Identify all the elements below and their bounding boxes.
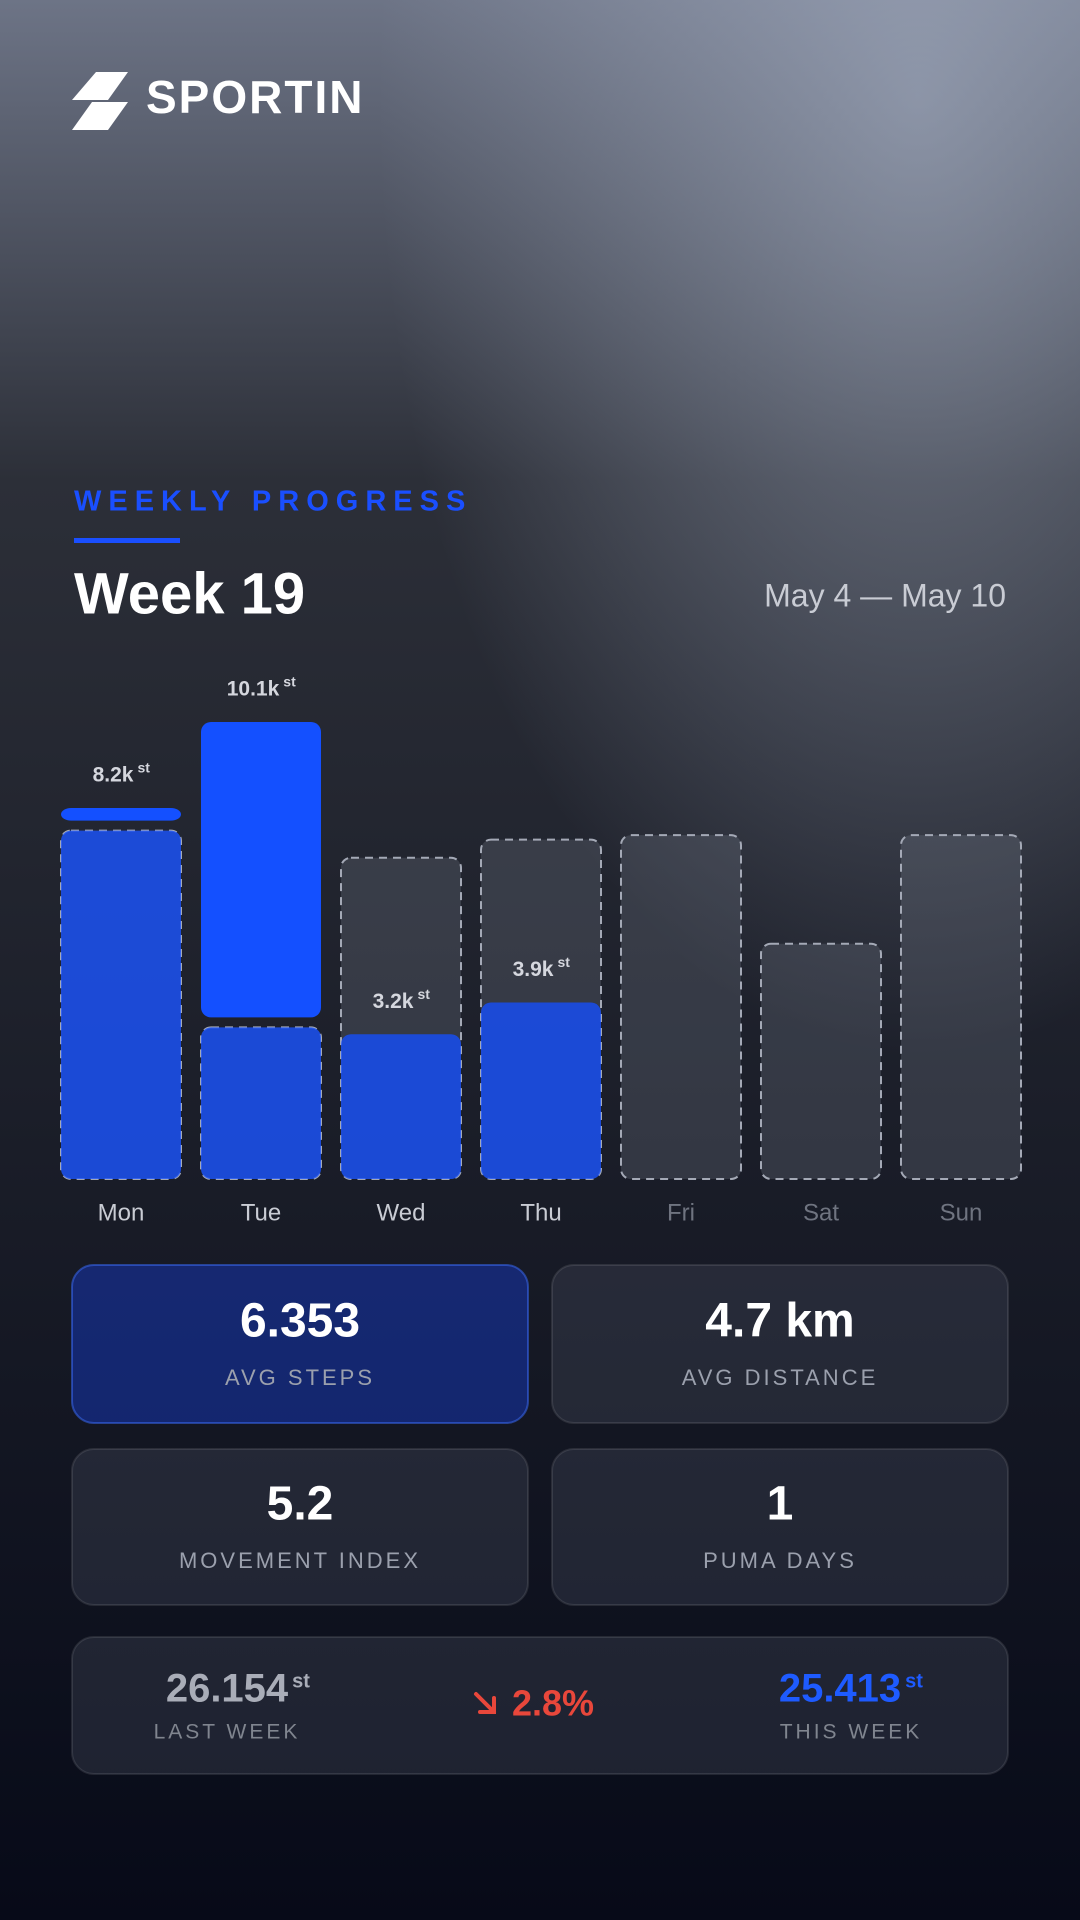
last-week-unit: st [292, 1670, 310, 1692]
day-label: Sat [803, 1199, 839, 1226]
value-label: 10.1k [227, 678, 280, 701]
day-label: Thu [520, 1199, 561, 1226]
logo-text: SPORTIN [146, 71, 364, 123]
this-week-label: THIS WEEK [780, 1721, 923, 1744]
day-label: Fri [667, 1199, 695, 1226]
logo-icon [72, 72, 128, 130]
stat-label: AVG STEPS [225, 1365, 375, 1390]
value-unit: st [557, 954, 570, 970]
stat-label: PUMA DAYS [703, 1548, 857, 1573]
stat-card [71, 1264, 529, 1424]
day-label: Wed [377, 1199, 426, 1226]
value-label: 3.9k [513, 958, 554, 981]
stat-label: MOVEMENT INDEX [179, 1548, 421, 1573]
day-label: Sun [940, 1199, 983, 1226]
bar-fill [481, 1002, 601, 1179]
bar-fill [341, 1034, 461, 1179]
day-label: Mon [98, 1199, 145, 1226]
last-week-label: LAST WEEK [154, 1721, 301, 1744]
stat-card [71, 1448, 529, 1606]
comparison-card [71, 1636, 1009, 1775]
this-week-unit: st [905, 1670, 923, 1692]
bar-excess [61, 807, 181, 821]
stat-value: 1 [767, 1478, 794, 1531]
value-unit: st [137, 760, 150, 776]
stat-card [551, 1264, 1009, 1424]
bar-excess [201, 722, 321, 1018]
week-title: Week 19 [74, 561, 305, 626]
stat-value: 5.2 [267, 1478, 334, 1531]
stat-value: 4.7 km [705, 1295, 854, 1348]
eyebrow-underline [74, 538, 180, 543]
goal-bar [900, 834, 1022, 1181]
bar-fill [201, 1027, 321, 1179]
value-unit: st [417, 986, 430, 1002]
change: 2.8% [512, 1683, 594, 1724]
stat-label: AVG DISTANCE [682, 1365, 879, 1390]
trend-arrow [474, 1692, 496, 1714]
value-label: 3.2k [373, 990, 414, 1013]
value-label: 8.2k [93, 764, 134, 787]
goal-bar [760, 942, 882, 1181]
date-range: May 4 — May 10 [764, 577, 1006, 613]
day-label: Tue [241, 1199, 281, 1226]
bar-fill [61, 830, 181, 1179]
stat-value: 6.353 [240, 1295, 360, 1348]
goal-bar [620, 834, 742, 1181]
eyebrow: WEEKLY PROGRESS [74, 486, 472, 518]
last-week-value: 26.154 [166, 1667, 289, 1711]
value-unit: st [283, 674, 296, 690]
stat-card [551, 1448, 1009, 1606]
this-week-value: 25.413 [779, 1667, 901, 1711]
